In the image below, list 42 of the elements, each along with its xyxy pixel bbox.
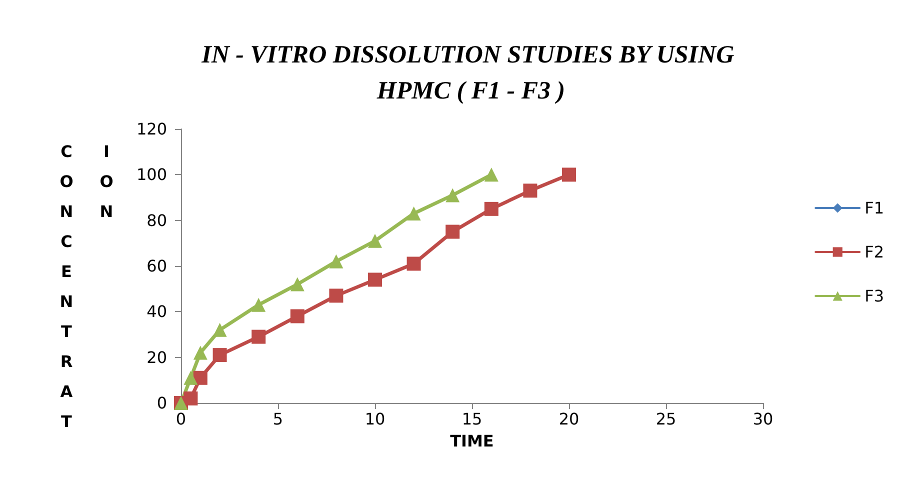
x-tick-label: 20 bbox=[558, 410, 580, 428]
x-tick-label: 25 bbox=[656, 410, 676, 428]
chart-title: IN - VITRO DISSOLUTION STUDIES BY USING HPMC ( F1 - F3 ) bbox=[200, 42, 740, 104]
point bbox=[184, 391, 198, 406]
legend-label: F2 bbox=[864, 242, 884, 262]
y-tick-label: 120 bbox=[136, 120, 167, 138]
legend-label: F3 bbox=[864, 286, 884, 306]
point bbox=[406, 256, 421, 271]
text: CONCENTRATION bbox=[57, 142, 116, 442]
point bbox=[212, 322, 227, 337]
point bbox=[406, 206, 421, 220]
x-tick-label: 15 bbox=[462, 410, 482, 428]
y-tick-label: 80 bbox=[146, 210, 167, 230]
point bbox=[193, 346, 208, 360]
point bbox=[252, 330, 266, 344]
point bbox=[252, 298, 266, 312]
x-tick-label: 30 bbox=[752, 410, 774, 428]
point bbox=[562, 168, 576, 182]
point bbox=[484, 202, 498, 216]
point bbox=[446, 188, 460, 202]
y-tick-label: 60 bbox=[146, 256, 167, 276]
point bbox=[193, 370, 208, 385]
x-tick-label: 10 bbox=[364, 410, 386, 428]
y-tick-label: 40 bbox=[146, 302, 167, 322]
x-tick-label: 5 bbox=[272, 410, 284, 428]
point bbox=[212, 348, 227, 362]
point bbox=[290, 309, 304, 324]
point bbox=[523, 184, 538, 198]
point bbox=[329, 288, 344, 303]
y-tick-label: 0 bbox=[156, 394, 167, 412]
point bbox=[484, 168, 498, 182]
point bbox=[368, 234, 382, 248]
point bbox=[446, 224, 460, 239]
y-tick-label: 20 bbox=[146, 348, 167, 367]
point bbox=[290, 277, 304, 292]
point bbox=[329, 254, 344, 268]
point bbox=[184, 370, 198, 385]
y-tick-label: 100 bbox=[136, 165, 167, 184]
x-tick-label: 0 bbox=[176, 410, 186, 428]
x-axis-title: TIME bbox=[450, 432, 494, 450]
legend-label: F1 bbox=[864, 198, 884, 218]
point bbox=[368, 272, 382, 287]
